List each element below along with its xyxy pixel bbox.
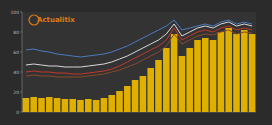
bar — [116, 91, 123, 112]
line — [26, 30, 252, 77]
bar — [108, 95, 115, 112]
bar — [249, 34, 256, 112]
bar — [179, 56, 186, 112]
bar — [171, 34, 178, 112]
tick-label: 40 — [13, 70, 19, 75]
bar — [155, 60, 162, 112]
tick-label: 60 — [13, 50, 19, 55]
bar — [77, 100, 84, 112]
bar — [62, 99, 69, 112]
bar — [23, 98, 30, 112]
bar — [38, 98, 45, 112]
bar — [46, 97, 53, 112]
tick-mark — [20, 72, 22, 73]
tick-mark — [20, 52, 22, 53]
tick-label: 20 — [13, 90, 19, 95]
logo-text: Actualitix — [37, 16, 75, 24]
marks — [23, 20, 256, 112]
bar — [147, 68, 154, 112]
bar — [163, 48, 170, 112]
bar — [124, 86, 131, 112]
tick-mark — [20, 92, 22, 93]
tick-label: 80 — [13, 30, 19, 35]
background — [0, 0, 272, 125]
bar — [202, 38, 209, 112]
bar — [233, 34, 240, 112]
chart: 0 20 40 60 80 100 Actualitix — [0, 0, 272, 125]
y-axis — [22, 12, 23, 112]
tick-label: 0 — [16, 110, 19, 115]
bar — [210, 40, 217, 112]
bar — [93, 100, 100, 112]
bar — [30, 97, 37, 112]
tick-mark — [20, 112, 22, 113]
line — [26, 22, 252, 67]
bar — [101, 98, 108, 112]
tick-mark — [20, 32, 22, 33]
tick-label: 100 — [10, 10, 19, 15]
bar — [241, 30, 248, 112]
bar — [54, 98, 61, 112]
bar — [132, 80, 139, 112]
tick-mark — [20, 12, 22, 13]
bar — [140, 76, 147, 112]
bar — [194, 40, 201, 112]
bar — [186, 48, 193, 112]
bar — [218, 32, 225, 112]
bar — [69, 99, 76, 112]
bar — [225, 28, 232, 112]
bar — [85, 99, 92, 112]
plot-area — [22, 12, 256, 112]
